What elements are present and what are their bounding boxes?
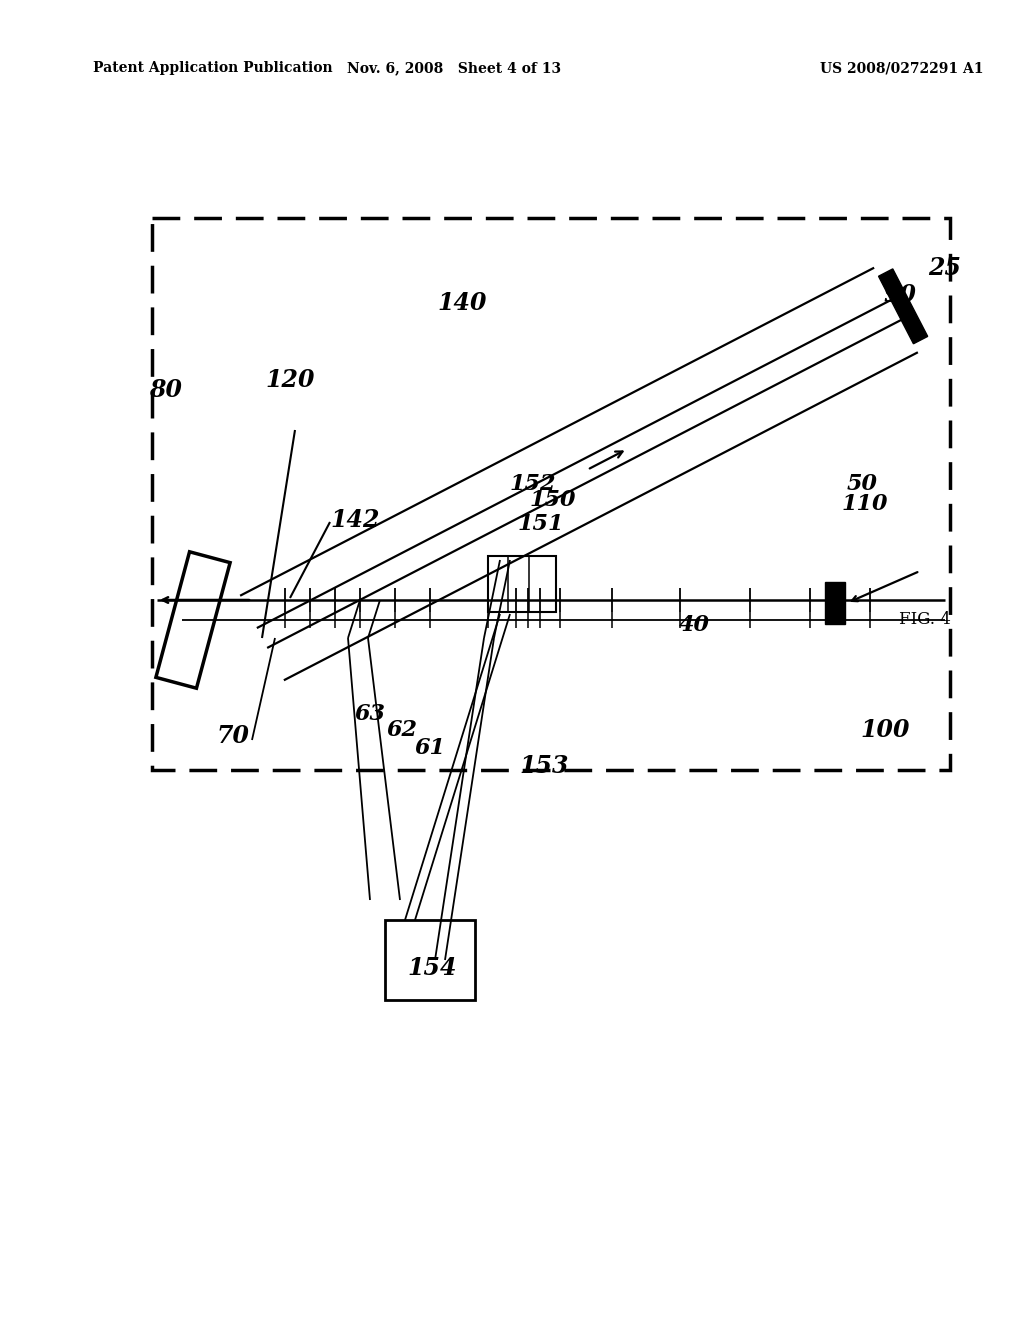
Text: 152: 152 — [510, 473, 556, 495]
Bar — [152, 218, 950, 770]
Text: US 2008/0272291 A1: US 2008/0272291 A1 — [820, 61, 984, 75]
Text: Patent Application Publication: Patent Application Publication — [93, 61, 333, 75]
Text: 140: 140 — [437, 290, 486, 315]
Text: 110: 110 — [842, 492, 888, 515]
Polygon shape — [156, 552, 230, 688]
Text: 150: 150 — [529, 488, 577, 511]
Text: 142: 142 — [331, 508, 380, 532]
Bar — [385, 920, 475, 1001]
Text: 100: 100 — [860, 718, 909, 742]
Text: 80: 80 — [150, 378, 182, 403]
Text: 154: 154 — [408, 956, 457, 979]
Text: 151: 151 — [518, 513, 564, 535]
Text: 120: 120 — [265, 368, 314, 392]
Text: 63: 63 — [354, 704, 385, 725]
Text: 25: 25 — [929, 256, 962, 280]
Text: 50: 50 — [847, 473, 878, 495]
Text: 62: 62 — [386, 719, 418, 741]
Text: 153: 153 — [519, 754, 568, 777]
Text: Nov. 6, 2008   Sheet 4 of 13: Nov. 6, 2008 Sheet 4 of 13 — [347, 61, 561, 75]
Text: 40: 40 — [679, 614, 710, 636]
Text: FIG. 4: FIG. 4 — [899, 611, 951, 628]
Polygon shape — [879, 269, 928, 343]
Bar — [488, 556, 556, 612]
Polygon shape — [825, 582, 845, 624]
Text: 61: 61 — [415, 737, 445, 759]
Text: 70: 70 — [216, 723, 250, 748]
Text: 90: 90 — [884, 282, 916, 308]
